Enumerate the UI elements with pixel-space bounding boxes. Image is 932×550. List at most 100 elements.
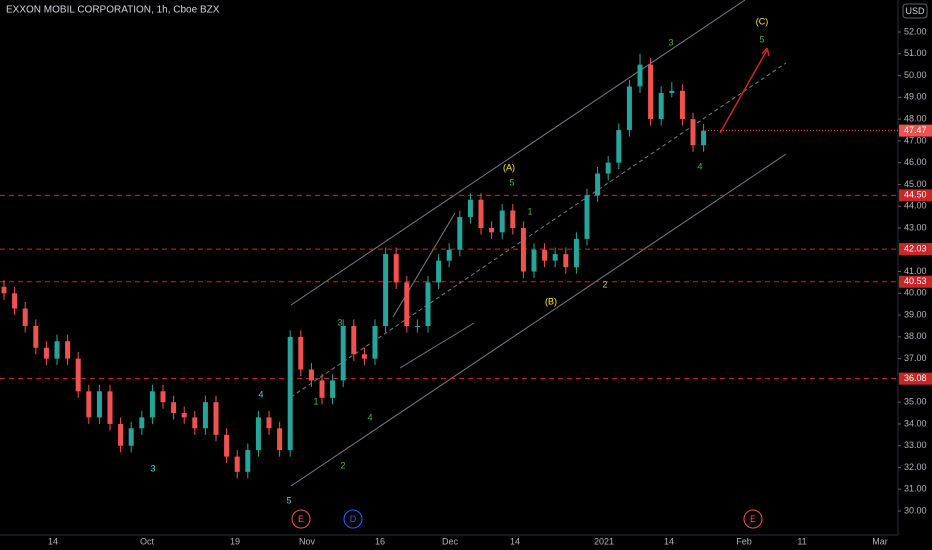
currency-button[interactable]	[902, 3, 928, 19]
wave-label: 1	[313, 396, 318, 406]
candle-body	[457, 217, 463, 250]
y-tick-label: 48.00	[904, 113, 927, 123]
candle-body	[701, 130, 707, 146]
candle-body	[669, 90, 675, 93]
wave-label: (A)	[503, 162, 515, 172]
level-tag	[899, 243, 932, 256]
y-tick-label: 45.00	[904, 179, 927, 189]
wave-label: 3	[337, 317, 342, 327]
y-tick-label: 49.00	[904, 92, 927, 102]
candle-body	[584, 195, 590, 239]
wave-label: 2	[340, 460, 345, 470]
candle-body	[107, 391, 113, 424]
candle-body	[414, 325, 420, 327]
candle-body	[404, 282, 410, 326]
x-tick-label: Feb	[736, 536, 752, 546]
wave-label: 4	[697, 161, 702, 171]
y-tick-label: 51.00	[904, 48, 927, 58]
wave-label: (B)	[545, 296, 557, 306]
plot: 30.00 31.00 32.00 33.00 34.00 35.00 37.00 38.00…	[0, 16, 932, 546]
y-tick-label: 50.00	[904, 70, 927, 80]
event-label: D	[350, 514, 357, 524]
x-tick-label: Dec	[442, 536, 459, 546]
candle-body	[181, 413, 187, 418]
candle-body	[679, 90, 685, 120]
candle-body	[65, 341, 71, 359]
candle-body	[149, 391, 155, 418]
y-tick-label: 35.00	[904, 397, 927, 407]
candle-body	[658, 92, 664, 120]
candle-body	[128, 428, 134, 446]
x-tick-label: Mar	[872, 536, 888, 546]
candle-body	[648, 64, 654, 120]
candle-body	[637, 64, 643, 87]
projection-arrow	[719, 47, 770, 134]
candle-body	[520, 227, 526, 272]
x-tick-label: 11	[797, 536, 806, 546]
level-tag	[899, 189, 932, 202]
candle-body	[54, 341, 60, 359]
candle-body	[573, 238, 579, 268]
y-tick-label: 47.00	[904, 135, 927, 145]
y-tick-label: 34.00	[904, 418, 927, 428]
candle-body	[605, 162, 611, 174]
event-label: E	[750, 514, 756, 524]
candle-body	[277, 428, 283, 451]
candle-body	[436, 260, 442, 283]
candle-body	[319, 380, 325, 398]
wave-label: 3	[668, 37, 673, 47]
x-tick-label: 19	[230, 536, 240, 546]
candle-body	[245, 450, 251, 472]
candle-body	[234, 456, 240, 472]
candle-body	[372, 325, 378, 359]
candle-body	[86, 391, 92, 418]
last-price-tag	[899, 124, 932, 137]
wave-label: 4	[258, 389, 263, 399]
y-tick-label: 32.00	[904, 462, 927, 472]
sub-channel-lower	[399, 322, 475, 369]
level-tag	[899, 372, 932, 385]
level-label: 44.50	[904, 190, 927, 200]
candle-body	[308, 369, 314, 381]
y-tick-label: 30.00	[904, 505, 927, 515]
candle-body	[499, 210, 505, 233]
arrow-head	[761, 47, 770, 57]
y-tick-label: 39.00	[904, 309, 927, 319]
y-tick-label: 31.00	[904, 484, 927, 494]
channel-upper	[290, 0, 746, 306]
candle-body	[563, 254, 569, 268]
x-tick-label: Oct	[140, 536, 155, 546]
x-tick-label: 2021	[594, 536, 614, 546]
candle-body	[330, 380, 336, 398]
y-tick-label: 43.00	[904, 222, 927, 232]
candle-body	[467, 199, 473, 218]
candle-body	[1, 286, 7, 294]
candle-body	[626, 86, 632, 130]
candle-body	[361, 354, 367, 359]
sub-channel-upper	[392, 212, 456, 318]
candle-body	[616, 129, 622, 163]
event-marker	[743, 509, 763, 529]
candle-body	[12, 293, 18, 309]
wave-label: 5	[286, 495, 291, 505]
currency-label[interactable]: USD	[905, 6, 925, 16]
candle-body	[542, 249, 548, 261]
candle-body	[160, 391, 166, 403]
y-tick-label: 38.00	[904, 331, 927, 341]
event-marker	[291, 509, 311, 529]
y-tick-label: 33.00	[904, 440, 927, 450]
candle-body	[287, 336, 293, 451]
candle-body	[266, 417, 272, 429]
wave-label: 3	[150, 463, 155, 473]
x-tick-label: 14	[510, 536, 520, 546]
candle-body	[255, 417, 261, 451]
channel-lower	[290, 153, 787, 487]
level-tag	[899, 275, 932, 288]
chart-title: EXXON MOBIL CORPORATION, 1h, Cboe BZX	[6, 5, 220, 16]
level-label: 42.03	[904, 243, 927, 253]
candle-body	[552, 254, 558, 261]
x-tick-label: Nov	[299, 536, 316, 546]
candle-body	[690, 119, 696, 146]
candle-body	[425, 282, 431, 326]
